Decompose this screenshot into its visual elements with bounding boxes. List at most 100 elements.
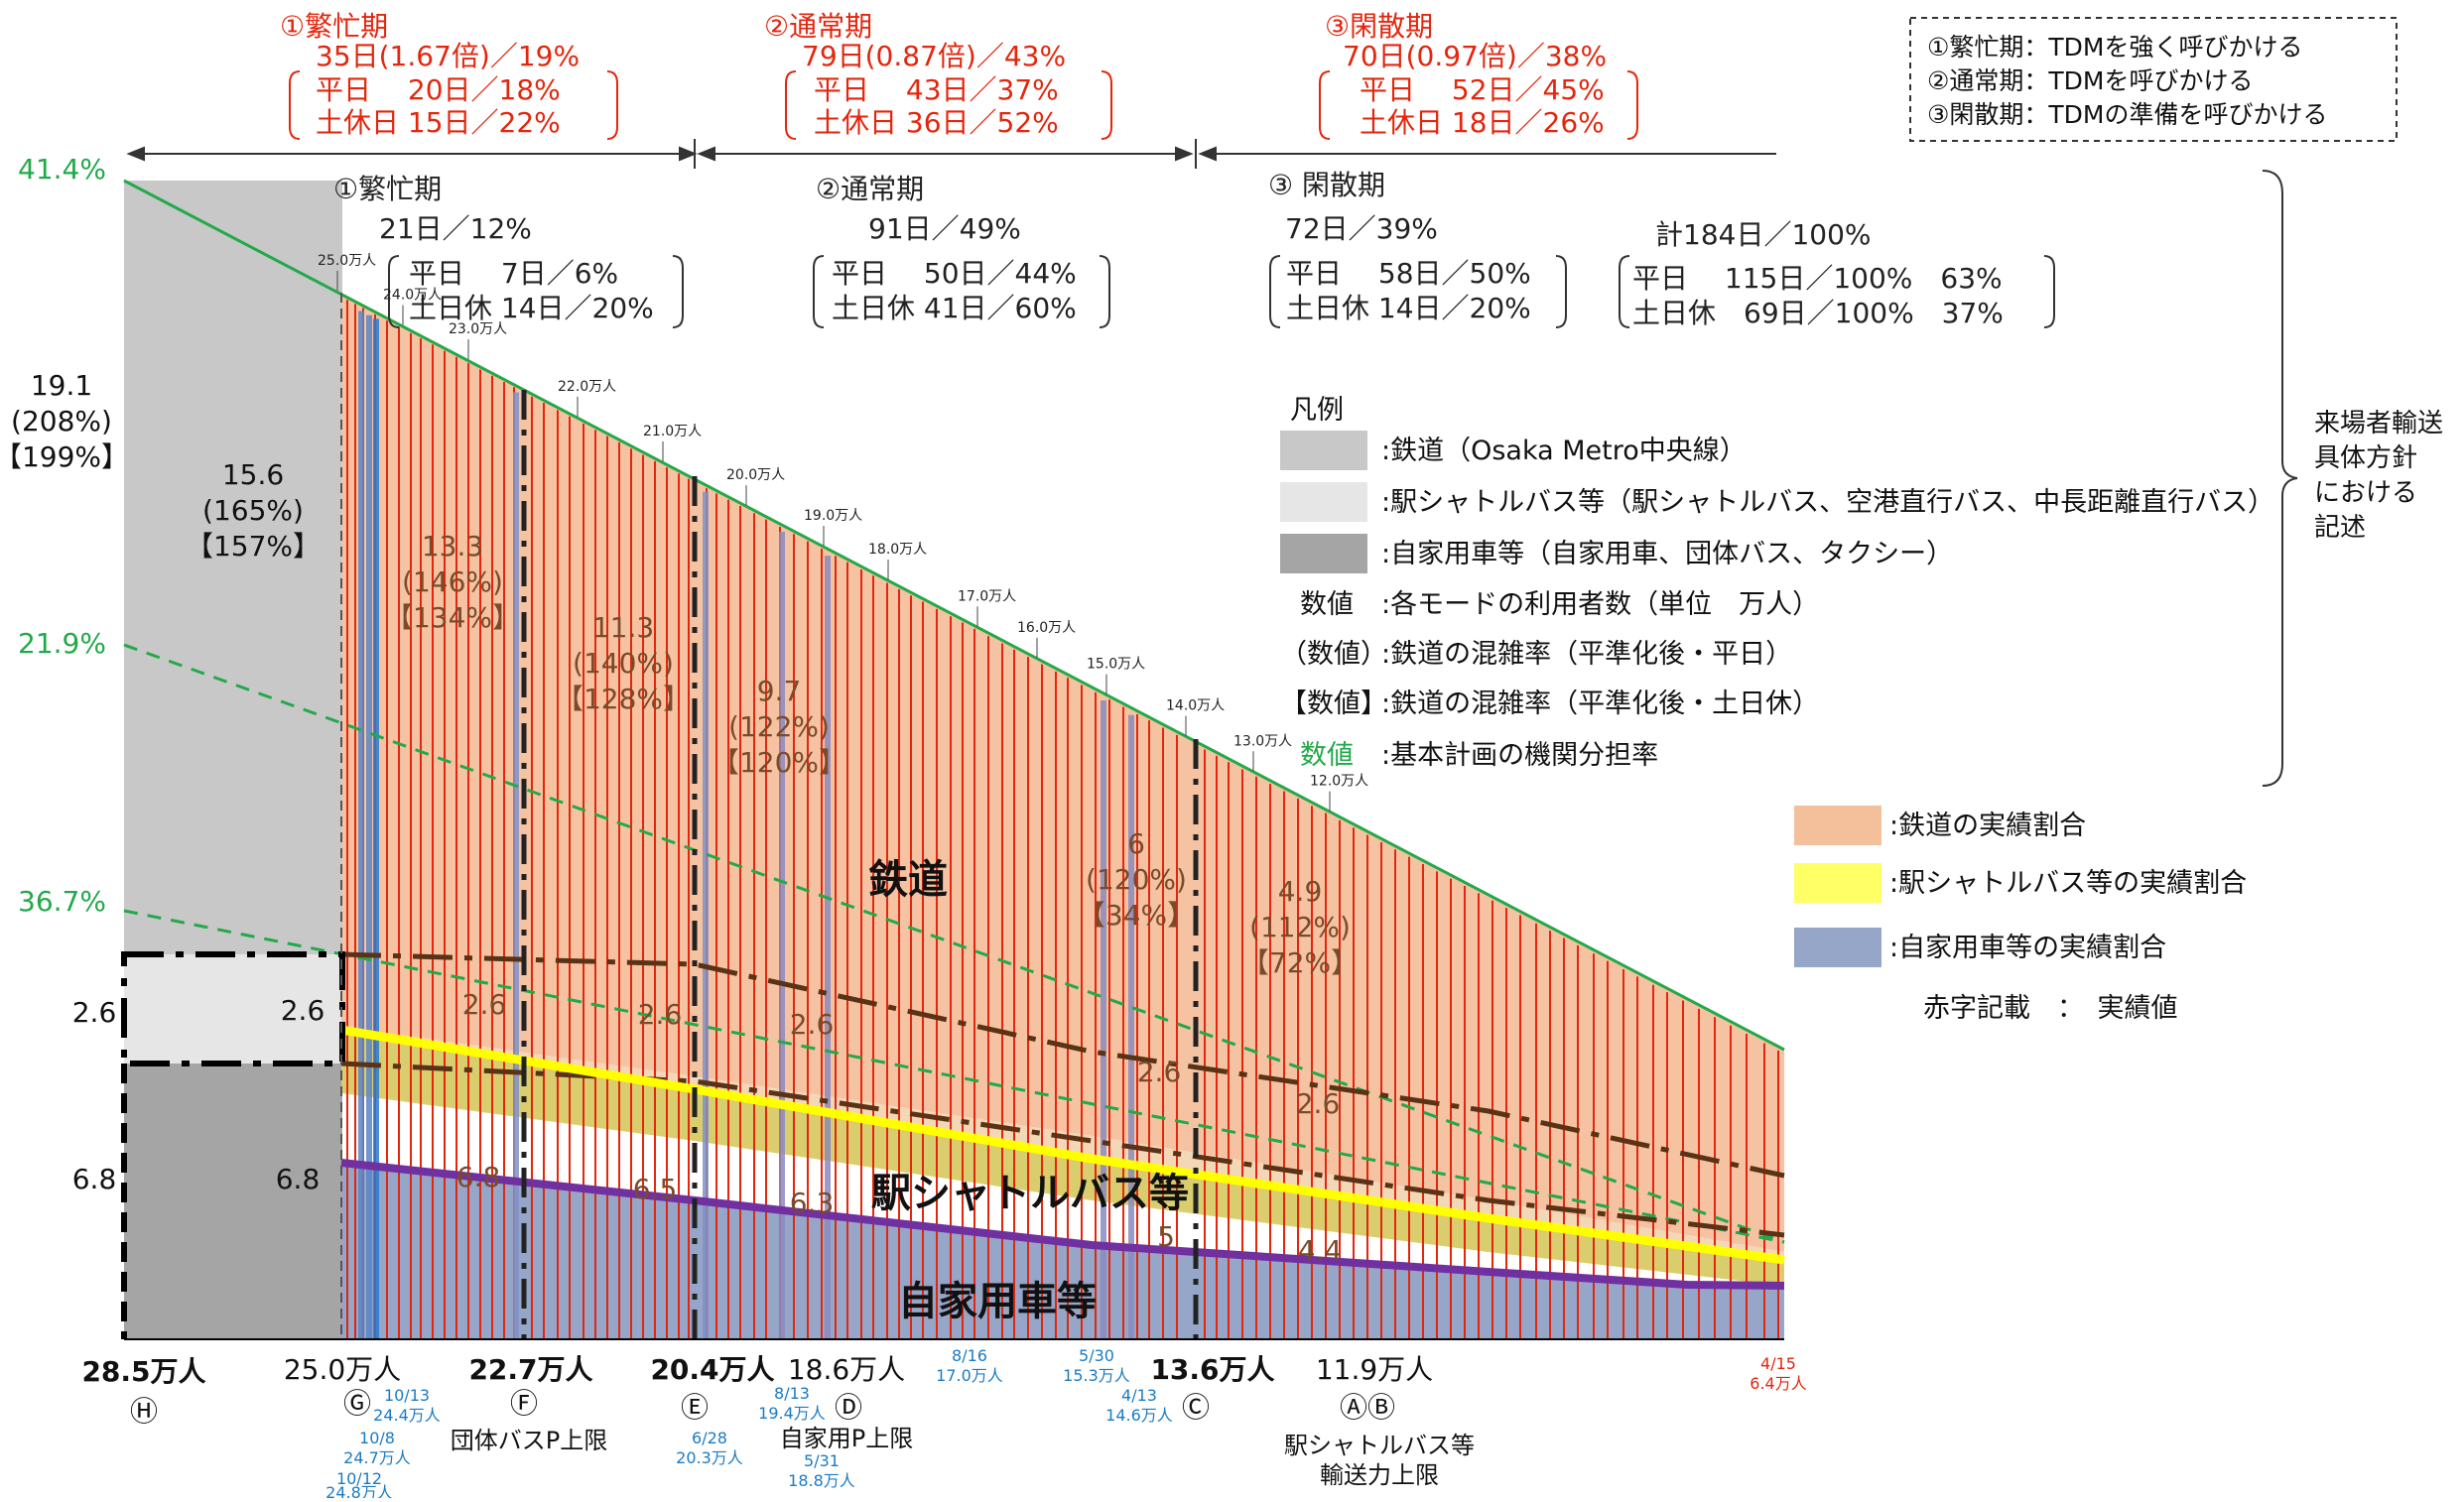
date-531-val: 18.8万人 (788, 1471, 855, 1490)
period-1-l1: 21日／12% (379, 212, 532, 245)
share-line-car (123, 909, 1785, 1244)
tdm-box (1909, 17, 2398, 142)
rail-value-d: 9.7 (757, 675, 802, 707)
rail-ratio-hd-e: 【128%】 (556, 683, 691, 715)
car-value-h: 6.8 (72, 1163, 117, 1195)
x-marker-e: Ⓔ (681, 1391, 709, 1424)
rail-ratio-wd-d: (122%) (728, 710, 830, 743)
shuttle-value-d: 2.6 (790, 1008, 835, 1041)
date-530: 5/30 (1079, 1346, 1114, 1365)
shuttle-values: 2.6 2.6 2.6 2.6 2.6 2.6 2.6 (72, 988, 1341, 1120)
total-label: 20.0万人 (726, 467, 785, 483)
period-1-label: ①繁忙期 (333, 173, 442, 205)
legend-desc-holiday: :鉄道の混雑率（平準化後・土日休） (1381, 688, 1819, 719)
side-note: 来場者輸送 具体方針 における 記述 (2314, 409, 2443, 543)
red-period-2-label: ②通常期 (764, 10, 872, 43)
total-label: 25.0万人 (318, 253, 376, 269)
red-period-2-l2: 平日 43日／37% (814, 73, 1059, 106)
red-period-1-l3: 土休日 15日／22% (316, 106, 561, 139)
red-period-3-l3: 土休日 18日／26% (1360, 106, 1605, 139)
date-413-val: 14.6万人 (1105, 1406, 1173, 1425)
x-marker-ab: ⒶⒷ (1340, 1391, 1395, 1424)
shuttle-value-e: 2.6 (638, 998, 683, 1031)
date-816-val: 17.0万人 (936, 1366, 1003, 1385)
total-label: 22.0万人 (558, 379, 616, 395)
total-label: 16.0万人 (1017, 620, 1076, 636)
car-value-ab: 4.4 (1298, 1234, 1343, 1267)
share-line-rail (123, 179, 1785, 1052)
legend-item-car-actual: :自家用車等の実績割合 (1889, 933, 2166, 963)
car-area-base (124, 1064, 342, 1339)
rail-ratio-hd-h: 【199%】 (0, 440, 129, 473)
total-l2: 平日 115日／100% 63% (1632, 262, 2003, 295)
red-period-1-l2: 平日 20日／18% (316, 73, 561, 106)
date-labels: 10/13 24.4万人 10/8 24.7万人 10/12 24.8万人 6/… (325, 1346, 1807, 1502)
legend-swatch-rail (1280, 431, 1367, 470)
legend-key-weekday: （数値） (1280, 639, 1387, 670)
rail-ratio-wd-ab: (112%) (1249, 911, 1351, 943)
car-actual-line (340, 1159, 1785, 1290)
planned-shuttle-boundary (340, 951, 1785, 1179)
car-values: 6.8 6.8 6.8 6.5 6.3 5 4.4 (72, 1161, 1343, 1267)
legend-note: 赤字記載 ： 実績値 (1923, 993, 2178, 1024)
rail-ratio-wd-g: (165%) (202, 494, 304, 527)
date-813-val: 19.4万人 (758, 1404, 826, 1423)
red-period-2-l3: 土休日 36日／52% (814, 106, 1059, 139)
date-628-val: 20.3万人 (676, 1448, 743, 1467)
tdm-line-3: ③閑散期：TDMの準備を呼びかける (1927, 100, 2328, 129)
legend-item-rail: :鉄道（Osaka Metro中央線） (1381, 436, 1747, 466)
legend: 凡例 :鉄道（Osaka Metro中央線） :駅シャトルバス等（駅シャトルバス… (1280, 395, 2274, 1024)
planned-car-boundary (340, 1061, 1785, 1238)
red-period-1-l1: 35日(1.67倍)／19% (316, 40, 580, 72)
date-530-val: 15.3万人 (1063, 1366, 1130, 1385)
red-period-texts: ①繁忙期 35日(1.67倍)／19% 平日 20日／18% 土休日 15日／2… (280, 10, 1607, 139)
rail-ratio-wd-f: (146%) (402, 565, 503, 598)
red-period-3-l1: 70日(0.97倍)／38% (1343, 40, 1607, 72)
rail-ratio-wd-c: (120%) (1086, 863, 1187, 896)
x-marker-g: Ⓖ (343, 1387, 371, 1420)
shuttle-value-h: 2.6 (72, 996, 117, 1029)
date-108-val: 24.7万人 (343, 1448, 411, 1467)
side-note-4: 記述 (2314, 513, 2366, 543)
car-value-f: 6.8 (456, 1161, 501, 1193)
car-value-c: 5 (1157, 1220, 1175, 1253)
x-categories: 28.5万人 Ⓗ 25.0万人 Ⓖ 22.7万人 Ⓕ 団体バスP上限 20.4万… (81, 1353, 1475, 1489)
x-note-d: 自家用P上限 (780, 1425, 913, 1452)
x-cat-d: 18.6万人 (788, 1353, 905, 1386)
red-period-brackets (289, 70, 1638, 140)
shuttle-value-ab: 2.6 (1296, 1087, 1341, 1120)
rail-value-ab: 4.9 (1278, 875, 1323, 908)
rail-value-e: 11.3 (592, 611, 654, 644)
x-cat-c: 13.6万人 (1150, 1353, 1274, 1386)
date-108: 10/8 (359, 1429, 395, 1447)
red-period-3-label: ③閑散期 (1325, 10, 1433, 43)
x-marker-d: Ⓓ (835, 1391, 862, 1424)
legend-key-value: 数値 (1300, 589, 1354, 620)
rail-area-grey (124, 181, 341, 954)
x-cat-f: 22.7万人 (468, 1353, 592, 1386)
tdm-line-2: ②通常期：TDMを呼びかける (1927, 66, 2254, 95)
share-line-shuttle (123, 643, 1785, 1244)
shuttle-value-c: 2.6 (1137, 1056, 1182, 1088)
date-413: 4/13 (1121, 1386, 1157, 1405)
shuttle-value-f: 2.6 (462, 988, 507, 1021)
date-1012: 10/12 (336, 1469, 382, 1488)
shuttle-actual-line (340, 1025, 1785, 1265)
date-1013: 10/13 (384, 1386, 430, 1405)
legend-key-share: 数値 (1300, 740, 1354, 771)
period-2-l2: 平日 50日／44% (832, 257, 1077, 290)
total-l1: 計184日／100% (1655, 218, 1872, 251)
date-531: 5/31 (804, 1451, 840, 1470)
x-cat-h: 28.5万人 (81, 1355, 205, 1388)
rail-value-f: 13.3 (422, 530, 483, 563)
legend-desc-value: :各モードの利用者数（単位 万人） (1381, 589, 1819, 620)
series-label-rail: 鉄道 (868, 857, 948, 903)
car-value-e: 6.5 (633, 1173, 678, 1205)
period-1-l2: 平日 7日／6% (409, 257, 618, 290)
legend-item-shuttle-actual: :駅シャトルバス等の実績割合 (1889, 868, 2247, 899)
legend-title: 凡例 (1290, 395, 1344, 426)
rail-ratio-wd-e: (140%) (573, 647, 674, 680)
legend-swatch-rail-actual (1794, 806, 1881, 845)
total-label: 14.0万人 (1166, 698, 1225, 714)
